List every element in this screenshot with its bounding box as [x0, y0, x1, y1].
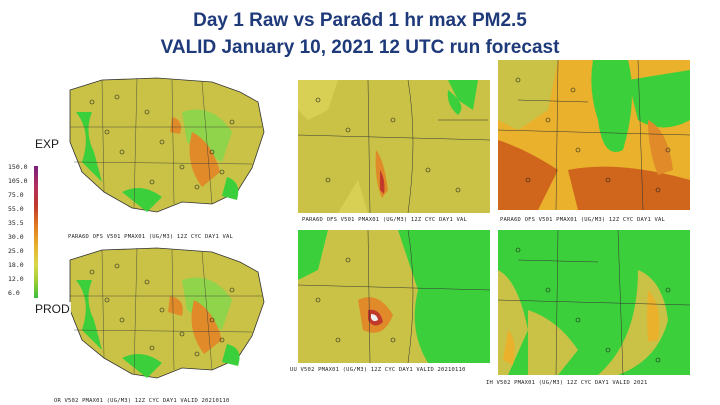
legend-value: 6.0: [8, 289, 20, 297]
legend-value: 150.0: [8, 163, 28, 171]
west-exp-map: [298, 80, 490, 213]
east-prod-caption: IH V502 PMAX01 (UG/M3) 12Z CYC DAY1 VALI…: [486, 380, 648, 386]
west-prod-map: [298, 230, 490, 363]
title-line-2: VALID January 10, 2021 12 UTC run foreca…: [160, 37, 560, 58]
legend-value: 105.0: [8, 177, 28, 185]
west-prod-caption: UU V502 PMAX01 (UG/M3) 12Z CYC DAY1 VALI…: [290, 367, 466, 373]
west-exp-caption: PARA6D OFS V501 PMAX01 (UG/M3) 12Z CYC D…: [302, 217, 468, 223]
legend-value: 18.0: [8, 261, 24, 269]
east-exp-caption: PARA6D OFS V501 PMAX01 (UG/M3) 12Z CYC D…: [500, 217, 666, 223]
legend-value: 30.0: [8, 233, 24, 241]
legend-value: 25.0: [8, 247, 24, 255]
conus-exp-caption: PARA6D OFS V501 PMAX01 (UG/M3) 12Z CYC D…: [68, 234, 234, 240]
conus-prod-caption: OR V502 PMAX01 (UG/M3) 12Z CYC DAY1 VALI…: [54, 398, 230, 404]
prod-label: PROD: [34, 302, 71, 316]
east-prod-map: [498, 230, 690, 375]
legend-color-bar: [34, 166, 38, 298]
conus-exp-map: [62, 72, 272, 232]
title-line-1: Day 1 Raw vs Para6d 1 hr max PM2.5: [193, 10, 527, 31]
exp-label: EXP: [34, 137, 61, 151]
legend-value: 35.5: [8, 219, 24, 227]
legend-value: 75.0: [8, 191, 24, 199]
color-legend: 150.0 105.0 75.0 55.0 35.5 30.0 25.0 18.…: [0, 160, 40, 300]
legend-value: 55.0: [8, 205, 24, 213]
legend-value: 12.0: [8, 275, 24, 283]
east-exp-map: [498, 60, 690, 210]
conus-prod-map: [62, 244, 272, 394]
